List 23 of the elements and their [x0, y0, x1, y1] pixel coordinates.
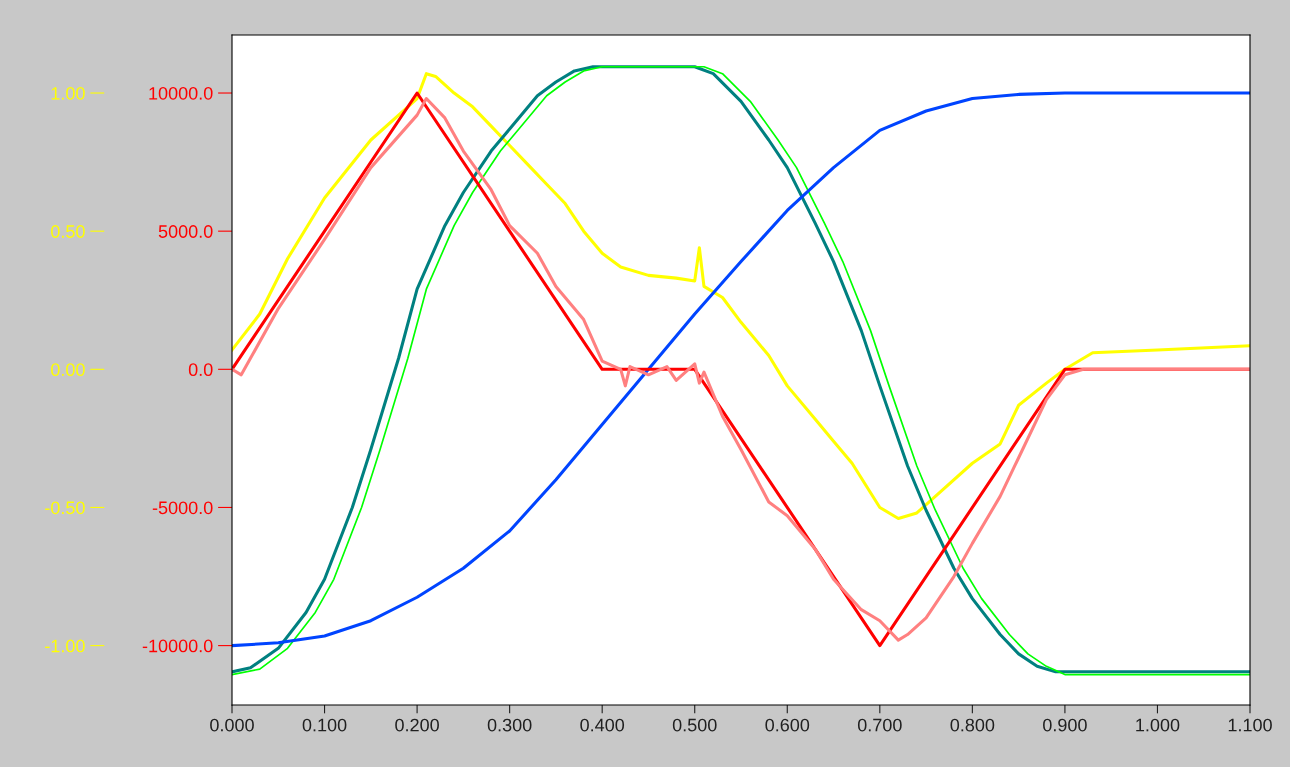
- x-tick-label: 1.100: [1228, 718, 1272, 732]
- y2-tick-label: 0.00: [51, 363, 85, 377]
- x-tick-label: 0.800: [950, 718, 995, 732]
- x-tick-label: 0.300: [487, 718, 532, 732]
- x-tick-label: 0.900: [1043, 718, 1087, 732]
- x-tick-label: 0.400: [580, 718, 625, 732]
- x-tick-label: 0.500: [672, 718, 717, 732]
- y2-tick-label: 0.50: [51, 225, 85, 238]
- x-tick-label: 0.000: [210, 718, 254, 732]
- x-tick-label: 0.600: [765, 718, 810, 732]
- y2-tick-label: 1.00: [51, 86, 85, 100]
- y2-tick-label: -0.50: [45, 501, 85, 515]
- y2-tick-label: -1.00: [45, 639, 85, 653]
- x-tick-label: 0.100: [302, 718, 347, 732]
- x-tick-label: 0.700: [857, 718, 902, 732]
- y-tick-label: -10000.0: [142, 639, 213, 653]
- x-tick-label: 0.200: [395, 718, 439, 732]
- y-tick-label: -5000.0: [152, 501, 213, 515]
- y-tick-label: 0.0: [188, 363, 213, 377]
- x-tick-label: 1.000: [1136, 718, 1180, 732]
- y-tick-label: 5000.0: [158, 225, 213, 238]
- line-series: [232, 72, 1250, 521]
- y-tick-label: 10000.0: [149, 86, 213, 100]
